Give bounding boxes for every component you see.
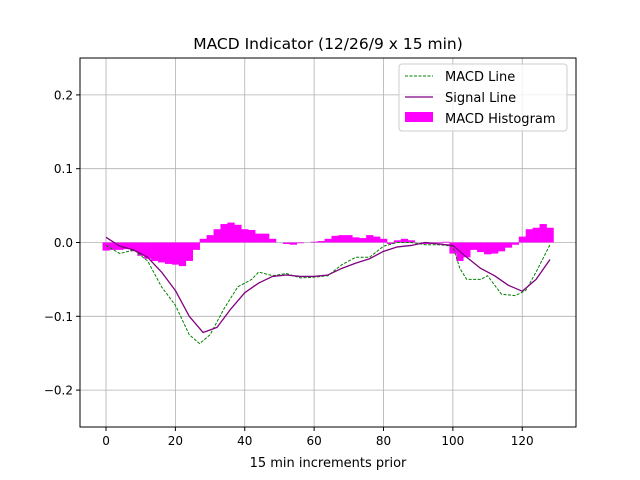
histogram-bar — [525, 229, 533, 243]
histogram-bar — [373, 236, 381, 243]
histogram-bar — [296, 242, 305, 244]
x-axis-label: 15 min increments prior — [250, 456, 407, 471]
legend-histogram-swatch — [405, 112, 433, 122]
histogram-bar — [282, 242, 291, 244]
y-tick-label: 0.1 — [54, 162, 73, 176]
histogram-bar — [470, 242, 478, 250]
histogram-bar — [248, 229, 256, 243]
x-tick-label: 60 — [306, 434, 321, 448]
histogram-bar — [331, 235, 339, 243]
y-tick-label: 0.0 — [54, 236, 73, 250]
histogram-bar — [393, 240, 402, 243]
histogram-bar — [234, 224, 242, 243]
legend-macd-label: MACD Line — [445, 70, 515, 85]
histogram-bar — [206, 235, 214, 243]
x-tick-label: 100 — [441, 434, 464, 448]
histogram-bar — [435, 242, 443, 244]
histogram-bar — [144, 242, 152, 259]
histogram-bar — [102, 242, 110, 251]
histogram-bars — [102, 222, 554, 267]
histogram-bar — [421, 242, 429, 244]
histogram-bar — [324, 238, 332, 243]
x-tick-label: 40 — [237, 434, 252, 448]
histogram-bar — [380, 238, 388, 243]
y-tick-label: 0.2 — [54, 88, 73, 102]
histogram-bar — [477, 242, 485, 253]
histogram-bar — [269, 238, 277, 243]
histogram-bar — [338, 235, 346, 243]
histogram-bar — [109, 242, 117, 250]
histogram-bar — [359, 238, 367, 243]
histogram-bar — [449, 242, 457, 254]
y-tick-label: −0.2 — [44, 384, 73, 398]
histogram-bar — [130, 242, 138, 252]
legend: MACD Line Signal Line MACD Histogram — [398, 63, 568, 132]
histogram-bar — [504, 242, 513, 248]
histogram-bar — [484, 242, 492, 255]
histogram-bar — [491, 242, 499, 254]
histogram-bar — [352, 237, 360, 243]
histogram-bar — [192, 242, 200, 250]
histogram-bar — [407, 240, 416, 243]
histogram-bar — [310, 241, 318, 243]
histogram-bar — [255, 233, 263, 243]
macd-line — [105, 242, 551, 345]
histogram-bar — [400, 238, 409, 243]
x-tick-label: 20 — [168, 434, 183, 448]
histogram-bar — [220, 224, 228, 243]
histogram-bar — [185, 242, 194, 261]
series-lines — [105, 236, 551, 345]
histogram-bar — [164, 242, 173, 264]
histogram-bar — [137, 242, 145, 256]
x-tick-label: 80 — [376, 434, 391, 448]
histogram-bar — [178, 242, 187, 267]
histogram-bar — [158, 242, 166, 263]
signal-line — [105, 236, 551, 334]
chart-title: MACD Indicator (12/26/9 x 15 min) — [193, 35, 463, 53]
histogram-bar — [511, 242, 520, 245]
legend-box — [398, 63, 568, 132]
histogram-bar — [289, 242, 298, 245]
histogram-bar — [518, 236, 527, 243]
legend-signal-label: Signal Line — [445, 91, 516, 106]
histogram-bar — [123, 242, 131, 250]
histogram-bar — [442, 241, 450, 243]
histogram-bar — [199, 238, 207, 243]
histogram-bar — [366, 235, 374, 243]
histogram-bar — [227, 222, 235, 243]
x-tick-label: 120 — [511, 434, 534, 448]
legend-histogram-label: MACD Histogram — [445, 112, 556, 127]
x-tick-label: 0 — [102, 434, 110, 448]
tick-labels: 0 20 40 60 80 100 120 0.2 0.1 0.0 −0.1 −0.2 — [44, 88, 534, 448]
histogram-bar — [386, 242, 395, 244]
y-tick-label: −0.1 — [44, 310, 73, 324]
histogram-bar — [171, 242, 180, 265]
histogram-bar — [262, 233, 270, 243]
histogram-bar — [532, 227, 540, 243]
histogram-bar — [539, 224, 547, 243]
histogram-bar — [497, 242, 506, 252]
histogram-bar — [546, 227, 554, 243]
histogram-bar — [241, 229, 249, 243]
histogram-bar — [463, 242, 471, 258]
histogram-bar — [213, 229, 221, 243]
histogram-bar — [317, 241, 325, 243]
histogram-bar — [151, 242, 159, 261]
histogram-bar — [345, 235, 353, 243]
